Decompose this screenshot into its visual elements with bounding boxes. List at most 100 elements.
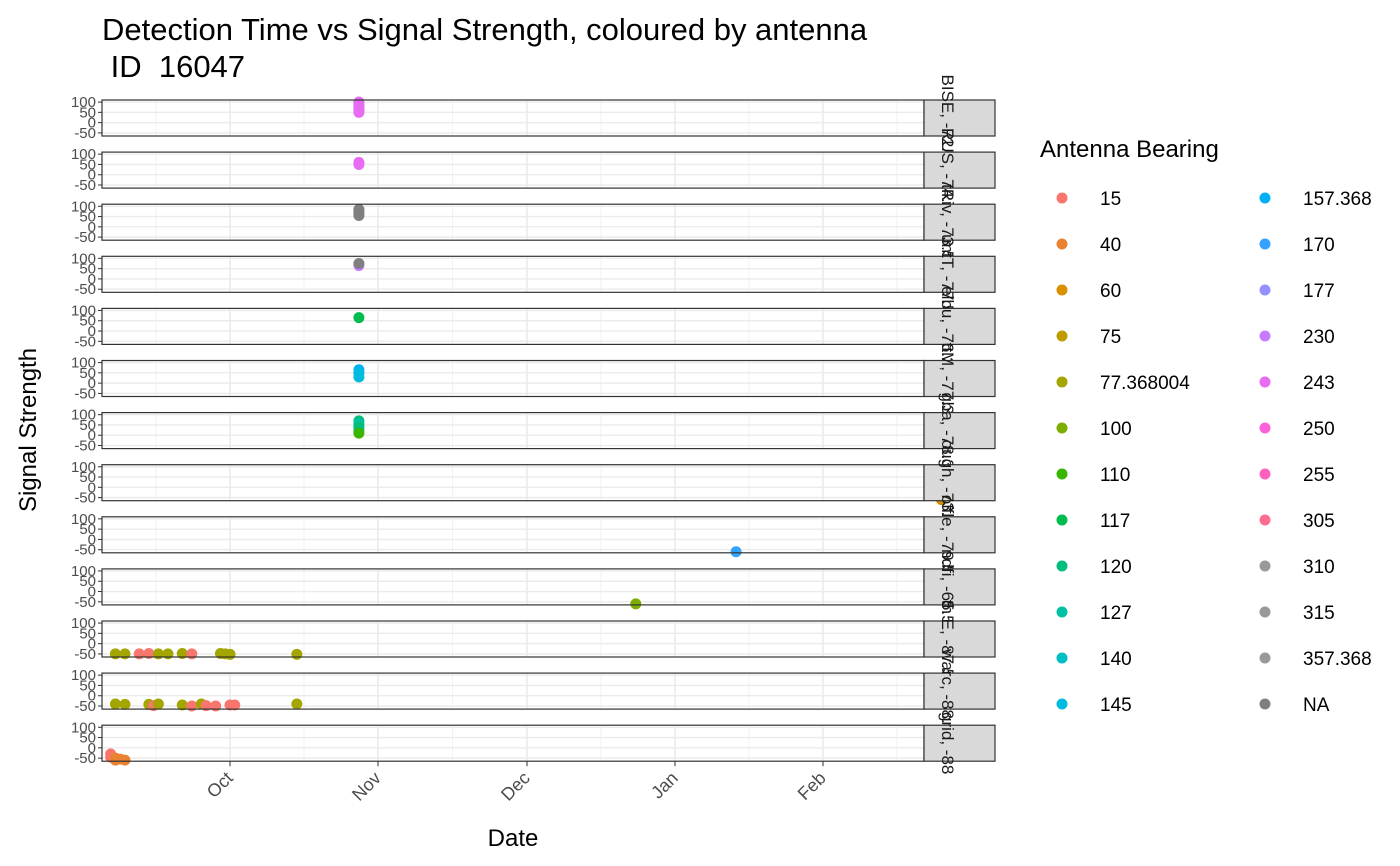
data-point [186, 700, 198, 712]
legend-label: 117 [1100, 511, 1130, 532]
x-axis-label: Date [488, 825, 539, 852]
y-tick-label: 50 [79, 156, 96, 173]
y-tick-label: 50 [79, 730, 96, 747]
legend-key [1056, 514, 1068, 526]
facet-strip [923, 464, 996, 502]
y-tick-label: 100 [71, 407, 96, 424]
data-point [291, 698, 303, 710]
legend-label: 40 [1100, 235, 1121, 256]
legend-label: 230 [1303, 327, 1335, 348]
legend-item: 315 [1259, 603, 1335, 624]
legend-item: 157.368 [1259, 189, 1372, 210]
facet-strip [923, 99, 996, 137]
facet-strip-label: ough, -73.3 [938, 440, 957, 526]
legend-label: 110 [1100, 465, 1130, 486]
legend-item: 255 [1259, 465, 1335, 486]
data-point [353, 210, 365, 222]
facet-strip [923, 255, 996, 293]
legend-key [1259, 560, 1271, 572]
legend-key [1056, 192, 1068, 204]
panel-background [102, 100, 924, 136]
legend-label: 60 [1100, 281, 1121, 302]
x-tick-label: Dec [497, 768, 534, 805]
panel-background [102, 464, 924, 501]
facet-strip [923, 151, 996, 189]
legend-label: 120 [1100, 557, 1132, 578]
panel-background [102, 256, 924, 293]
data-point [353, 106, 365, 118]
y-tick-label: 100 [71, 615, 96, 632]
panel-background [102, 308, 924, 345]
y-tick-label: 0 [88, 531, 96, 548]
data-point [353, 258, 365, 269]
legend: Antenna Bearing 15 40 60 75 77.368004 100 110 11… [1040, 136, 1372, 716]
legend-item: 127 [1056, 603, 1132, 624]
y-tick-label: 100 [71, 511, 96, 528]
facet-strip-label: tRiv, -73.5 [938, 184, 957, 260]
x-tick-label: Feb [794, 768, 830, 804]
panel-background [102, 621, 924, 657]
legend-key [1056, 284, 1068, 296]
data-point [210, 700, 222, 712]
facet-strip-label: offle, -79.5 [938, 495, 957, 575]
panel-background [102, 412, 924, 449]
y-tick-label: -50 [74, 646, 96, 663]
legend-item: 100 [1056, 419, 1132, 440]
legend-item: 110 [1056, 465, 1130, 486]
facet-strip [923, 568, 996, 606]
y-tick-label: -50 [74, 333, 96, 350]
legend-label: 157.368 [1303, 189, 1372, 210]
legend-key [1259, 514, 1271, 526]
legend-key [1259, 652, 1271, 664]
data-point [133, 648, 145, 660]
y-axis-label: Signal Strength [15, 348, 42, 512]
data-point [229, 699, 241, 711]
y-tick-label: 0 [88, 375, 96, 392]
facet-strip-label: ndfi, -65.5 [938, 549, 957, 625]
legend-label: 315 [1303, 603, 1335, 624]
data-point [119, 698, 131, 710]
y-tick-label: 0 [88, 636, 96, 653]
legend-key [1056, 422, 1068, 434]
y-tick-label: 50 [79, 469, 96, 486]
legend-item: 145 [1056, 695, 1132, 716]
y-tick-label: 100 [71, 563, 96, 580]
legend-label: 127 [1100, 603, 1132, 624]
y-tick-label: 50 [79, 417, 96, 434]
legend-label: 75 [1100, 327, 1121, 348]
legend-label: 255 [1303, 465, 1335, 486]
y-tick-label: 0 [88, 479, 96, 496]
data-point [353, 371, 365, 383]
legend-label: 243 [1303, 373, 1335, 394]
facet-strip-label: warc, -88.3 [938, 648, 957, 733]
y-tick-label: 100 [71, 94, 96, 111]
legend-item: 120 [1056, 557, 1132, 578]
panel-background [102, 516, 924, 553]
y-tick-label: 0 [88, 688, 96, 705]
y-tick-label: 0 [88, 219, 96, 236]
data-point [730, 546, 742, 558]
legend-key [1259, 468, 1271, 480]
y-tick-label: 50 [79, 625, 96, 642]
facet-strip-label: elbu, -76.2 [938, 286, 957, 366]
data-point [353, 427, 365, 439]
data-point [224, 648, 236, 660]
facet-strip [923, 672, 996, 710]
data-point [119, 754, 131, 766]
y-tick-label: 50 [79, 313, 96, 330]
data-point [162, 648, 174, 660]
legend-key [1056, 560, 1068, 572]
y-tick-label: 50 [79, 521, 96, 538]
legend-item: 177 [1259, 281, 1335, 302]
legend-label: 357.368 [1303, 649, 1372, 670]
legend-key [1056, 468, 1068, 480]
facet-strip-label: BISE, -72.1 [938, 75, 957, 162]
legend-item: 140 [1056, 649, 1132, 670]
legend-key [1259, 192, 1271, 204]
legend-item: 250 [1259, 419, 1335, 440]
